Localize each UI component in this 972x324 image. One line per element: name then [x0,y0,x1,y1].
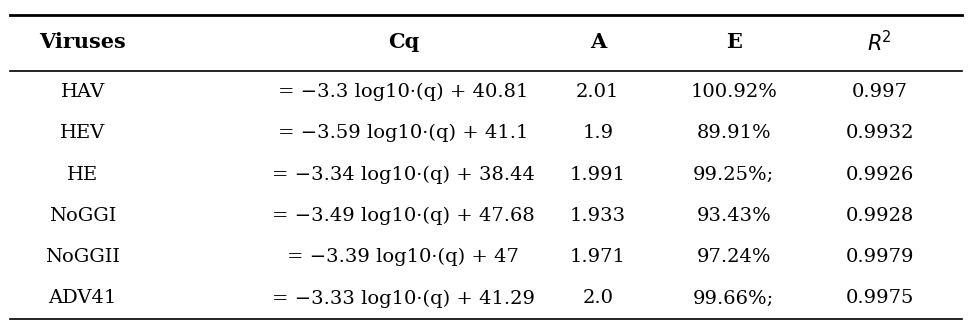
Text: 93.43%: 93.43% [697,207,771,225]
Text: 2.0: 2.0 [582,289,613,307]
Text: = −3.33 log10·(q) + 41.29: = −3.33 log10·(q) + 41.29 [272,289,535,307]
Text: 0.997: 0.997 [851,83,908,101]
Text: NoGGII: NoGGII [45,248,121,266]
Text: 0.9926: 0.9926 [846,166,914,184]
Text: 100.92%: 100.92% [690,83,778,101]
Text: 2.01: 2.01 [576,83,619,101]
Text: = −3.59 log10·(q) + 41.1: = −3.59 log10·(q) + 41.1 [278,124,529,142]
Text: E: E [726,32,742,52]
Text: 0.9975: 0.9975 [846,289,914,307]
Text: NoGGI: NoGGI [49,207,117,225]
Text: 1.991: 1.991 [570,166,626,184]
Text: 0.9928: 0.9928 [846,207,914,225]
Text: Cq: Cq [388,32,419,52]
Text: ADV41: ADV41 [49,289,117,307]
Text: = −3.39 log10·(q) + 47: = −3.39 log10·(q) + 47 [288,248,519,266]
Text: 99.25%;: 99.25%; [693,166,775,184]
Text: Viruses: Viruses [39,32,126,52]
Text: HE: HE [67,166,98,184]
Text: 97.24%: 97.24% [697,248,771,266]
Text: = −3.49 log10·(q) + 47.68: = −3.49 log10·(q) + 47.68 [272,207,535,225]
Text: $\mathbf{\mathit{R}}^2$: $\mathbf{\mathit{R}}^2$ [867,29,892,55]
Text: 99.66%;: 99.66%; [693,289,775,307]
Text: 1.971: 1.971 [570,248,626,266]
Text: 0.9979: 0.9979 [846,248,914,266]
Text: = −3.3 log10·(q) + 40.81: = −3.3 log10·(q) + 40.81 [278,83,529,101]
Text: 1.933: 1.933 [570,207,626,225]
Text: 1.9: 1.9 [582,124,613,142]
Text: HAV: HAV [60,83,105,101]
Text: 0.9932: 0.9932 [846,124,914,142]
Text: HEV: HEV [60,124,105,142]
Text: = −3.34 log10·(q) + 38.44: = −3.34 log10·(q) + 38.44 [272,166,535,184]
Text: A: A [590,32,606,52]
Text: 89.91%: 89.91% [697,124,771,142]
